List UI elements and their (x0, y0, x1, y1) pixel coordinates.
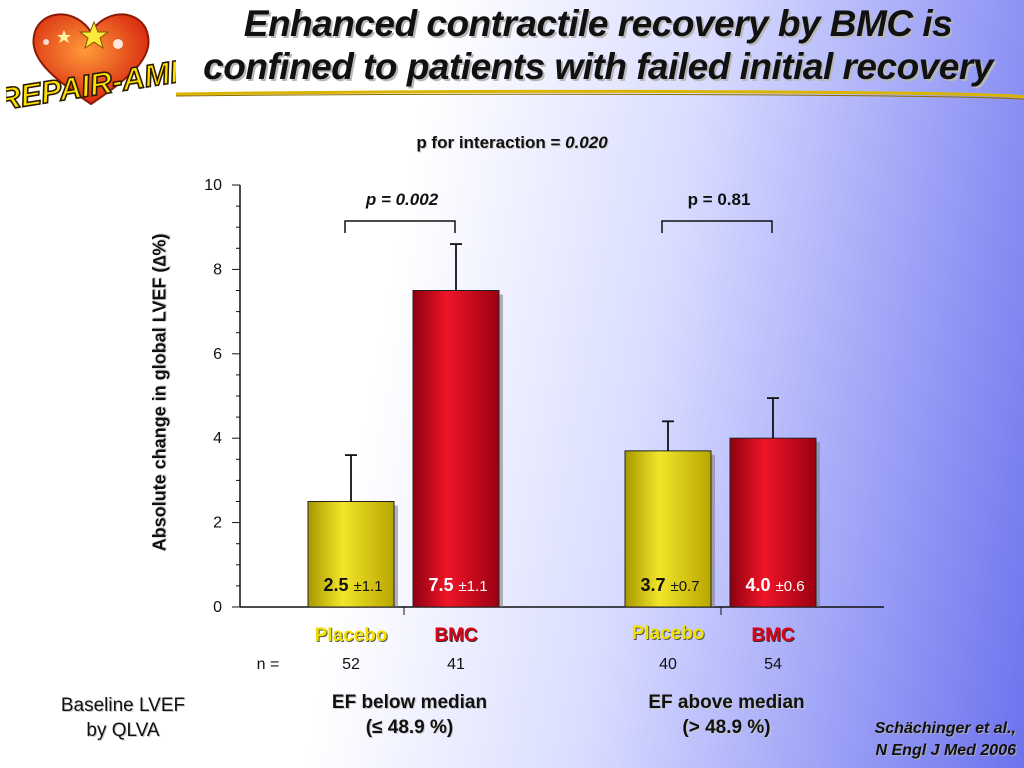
y-tick-label: 6 (213, 346, 222, 363)
group-label: EF above median (> 48.9 %) (587, 690, 867, 740)
bar-value-label: 4.0 ±0.6 (745, 575, 804, 595)
baseline-label-line-2: by QLVA (86, 720, 160, 741)
bar-value: 3.7 (640, 575, 670, 595)
baseline-label-line-1: Baseline LVEF (60, 695, 186, 716)
y-tick-label: 0 (213, 599, 222, 616)
p-value-label: p = 0.81 (688, 190, 751, 209)
n-value: 41 (447, 656, 465, 673)
citation: Schächinger et al., N Engl J Med 2006 (875, 718, 1016, 762)
bar-value: 4.0 (745, 575, 775, 595)
title-line-2: confined to patients with failed initial… (203, 46, 993, 87)
sparkle-icon (43, 39, 49, 45)
category-label-bmc: BMC (434, 625, 478, 646)
group-label-subtitle: (≤ 48.9 %) (365, 717, 454, 738)
category-label-placebo: Placebo (314, 625, 388, 646)
bar-sd: ±0.7 (670, 578, 699, 595)
bar-value-label: 3.7 ±0.7 (640, 575, 699, 595)
bar-value-label: 7.5 ±1.1 (428, 575, 487, 595)
interaction-value: 0.020 (565, 133, 608, 152)
interaction-p-value: p for interaction = 0.020 (0, 133, 1024, 153)
citation-line-1: Schächinger et al., (874, 720, 1016, 737)
significance-bracket (344, 220, 456, 233)
y-tick-label: 8 (213, 261, 222, 278)
n-prefix-label: n = (256, 656, 280, 673)
bar-sd: ±0.6 (775, 578, 804, 595)
category-label-bmc: BMC (751, 625, 795, 646)
baseline-lvef-label: Baseline LVEF by QLVA (38, 693, 208, 743)
group-label-name: EF above median (648, 692, 805, 713)
bar-bmc (412, 290, 500, 608)
star-icon (57, 30, 71, 43)
category-label-placebo: Placebo (631, 623, 705, 644)
bar-sd: ±1.1 (458, 578, 487, 595)
y-tick-label: 4 (213, 430, 222, 447)
group-label-subtitle: (> 48.9 %) (682, 717, 771, 738)
star-icon (78, 20, 110, 50)
title-line-1: Enhanced contractile recovery by BMC is (243, 3, 953, 44)
y-tick-label: 10 (204, 177, 222, 194)
bar-placebo (624, 450, 712, 608)
repair-ami-logo: REPAIR-AMI (6, 13, 176, 112)
bar-placebo (307, 501, 395, 608)
citation-line-2: N Engl J Med 2006 (875, 742, 1017, 759)
significance-bracket (661, 220, 773, 233)
p-value-label: p = 0.002 (365, 190, 439, 209)
n-value: 52 (342, 656, 360, 673)
title-underline (176, 89, 1024, 102)
sparkle-icon (113, 39, 123, 49)
group-label: EF below median (≤ 48.9 %) (270, 690, 550, 740)
interaction-label: p for interaction = (416, 133, 561, 152)
bar-sd: ±1.1 (353, 578, 382, 595)
bar-value-label: 2.5 ±1.1 (323, 575, 382, 595)
bar-bmc (729, 437, 817, 608)
n-value: 54 (764, 656, 782, 673)
bar-value: 2.5 (323, 575, 353, 595)
slide-title: Enhanced contractile recovery by BMC is … (176, 2, 1020, 88)
n-value: 40 (659, 656, 677, 673)
y-tick-label: 2 (213, 515, 222, 532)
group-label-name: EF below median (331, 692, 488, 713)
bar-value: 7.5 (428, 575, 458, 595)
